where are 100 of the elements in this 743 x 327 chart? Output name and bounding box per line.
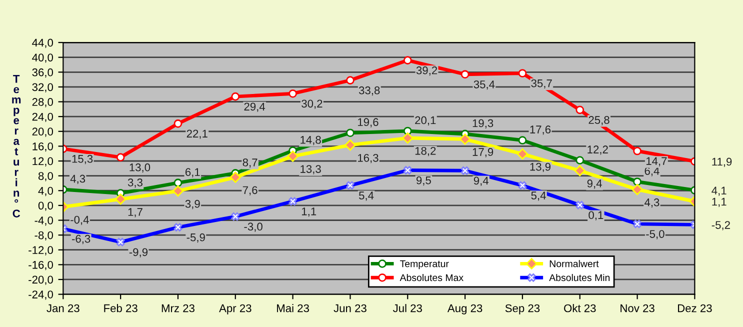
data-label: 5,4: [531, 192, 546, 201]
x-tick-label: Apr 23: [219, 304, 252, 314]
data-label: 6,4: [644, 167, 660, 176]
data-label: 15,3: [72, 154, 93, 164]
data-label: -9,9: [129, 248, 148, 258]
x-tick-label: Aug 23: [447, 304, 482, 314]
y-tick-label: 4,0: [38, 186, 53, 196]
data-label: 35,7: [531, 79, 552, 89]
data-label: 14,7: [646, 157, 667, 166]
data-label: 17,9: [472, 148, 494, 158]
x-tick-label: Nov 23: [620, 304, 654, 312]
data-label: 12,2: [588, 146, 608, 155]
point: [576, 156, 584, 164]
data-label: 18,2: [415, 146, 436, 156]
data-label: 29,4: [244, 102, 266, 112]
data-label: 9,4: [474, 176, 489, 186]
data-label: 35,4: [474, 80, 495, 90]
data-label: 1,7: [128, 208, 142, 218]
point: [346, 128, 354, 138]
point: [114, 194, 126, 205]
data-label: 4,3: [644, 198, 660, 208]
y-tick-label: 36,0: [32, 68, 53, 78]
data-label: 5,4: [359, 192, 374, 201]
data-label: 0,1: [588, 211, 604, 220]
point: [516, 148, 528, 160]
data-label: 6,1: [185, 168, 200, 178]
data-label: -6,3: [72, 234, 90, 244]
data-label: 25,8: [588, 116, 610, 126]
data-label: 4,1: [712, 186, 726, 196]
data-label: 3,9: [185, 200, 200, 210]
data-label: 13,0: [130, 163, 150, 173]
y-tick-label: 44,0: [32, 38, 53, 48]
point: [174, 119, 182, 128]
y-tick-label: -24,0: [28, 290, 53, 300]
data-label: 11,9: [712, 158, 732, 167]
point: [402, 132, 414, 144]
data-label: -5,2: [712, 221, 730, 230]
y-tick-label: 40,0: [32, 54, 53, 63]
data-label: 17,6: [530, 126, 551, 135]
data-label: 4,3: [70, 174, 86, 184]
x-tick-label: Feb 23: [104, 304, 138, 312]
point: [574, 165, 586, 176]
data-label: 39,2: [416, 66, 438, 76]
x-tick-label: Okt 23: [564, 304, 596, 312]
data-label: 7,6: [242, 186, 258, 196]
data-label: 14,8: [300, 136, 321, 146]
y-tick-label: 8,0: [38, 172, 53, 182]
data-label: 8,7: [242, 158, 258, 168]
data-label: 22,1: [186, 130, 208, 139]
point: [344, 139, 356, 151]
point: [459, 134, 471, 145]
point: [288, 89, 297, 98]
text: Temperatur in °C: [12, 75, 21, 218]
point: [346, 76, 354, 84]
y-tick-label: -4,0: [34, 216, 53, 226]
legend-label: Absolutes Min: [549, 274, 610, 282]
y-tick-label: 0,0: [38, 202, 53, 211]
data-label: -5,0: [646, 230, 664, 240]
y-tick-label: -12,0: [28, 246, 53, 256]
point: [460, 70, 470, 79]
x-tick-label: Dez 23: [678, 304, 712, 312]
point: [576, 106, 584, 114]
data-label: 19,3: [472, 119, 494, 128]
y-tick-label: 24,0: [32, 112, 53, 122]
data-label: 1,1: [302, 208, 316, 217]
y-tick-label: -16,0: [28, 260, 53, 270]
data-label: 9,4: [587, 180, 602, 189]
data-label: 3,3: [128, 178, 142, 188]
point: [518, 136, 527, 144]
data-label: 13,3: [300, 165, 321, 174]
point: [633, 146, 642, 156]
data-label: 30,2: [302, 100, 322, 109]
x-tick-label: Jan 23: [46, 304, 80, 312]
y-tick-label: 28,0: [32, 98, 53, 108]
point: [230, 172, 241, 183]
y-tick-label: 20,0: [32, 128, 53, 137]
data-label: -5,9: [186, 233, 205, 243]
x-tick-label: Mrz 23: [162, 304, 194, 312]
data-label: 20,1: [415, 116, 436, 126]
point: [231, 92, 240, 101]
y-tick-label: -20,0: [28, 276, 53, 285]
data-label: 1,1: [712, 198, 726, 207]
data-label: 19,6: [358, 118, 378, 128]
y-tick-label: 12,0: [32, 157, 53, 166]
point: [174, 178, 182, 188]
x-tick-label: Sep 23: [505, 304, 540, 314]
point: [633, 178, 642, 186]
y-tick-label: 32,0: [32, 83, 53, 92]
x-tick-label: Mai 23: [277, 304, 309, 312]
y-tick-label: -8,0: [34, 231, 53, 241]
point: [632, 184, 643, 196]
data-label: 13,9: [530, 162, 551, 172]
data-label: 9,5: [416, 176, 431, 186]
point: [518, 69, 527, 78]
legend-label: Absolutes Max: [400, 274, 464, 282]
x-tick-label: Jun 23: [334, 304, 366, 312]
x-tick-label: Jul 23: [392, 304, 422, 312]
data-label: -3,0: [244, 222, 262, 232]
y-tick-label: 16,0: [32, 142, 53, 152]
point: [287, 150, 298, 162]
